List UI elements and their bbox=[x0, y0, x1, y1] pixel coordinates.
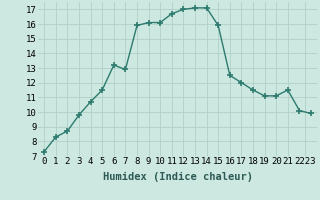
X-axis label: Humidex (Indice chaleur): Humidex (Indice chaleur) bbox=[103, 172, 252, 182]
